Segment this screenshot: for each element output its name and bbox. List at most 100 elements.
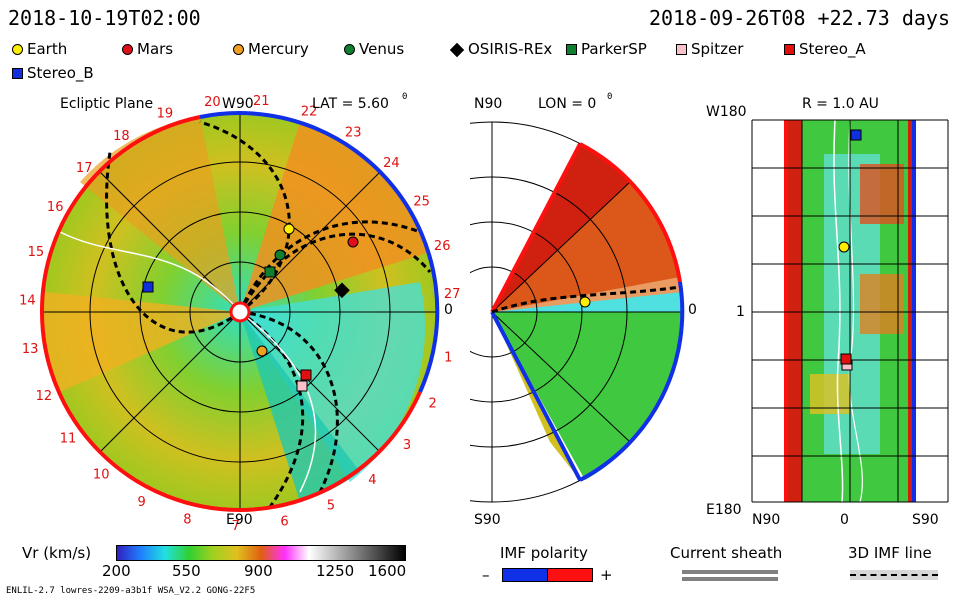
map-x-mid: 0 [840,512,849,528]
circle-icon [12,44,23,55]
colorbar-tick-0: 200 [102,562,131,580]
circle-icon [233,44,244,55]
imf-minus: – [482,566,490,584]
colorbar-tick-3: 1250 [316,562,355,580]
carrington-label: 11 [60,432,77,447]
map-earth-marker [838,241,850,253]
carrington-label: 5 [327,499,335,514]
colorbar-tick-2: 900 [244,562,273,580]
carrington-label: 9 [138,495,146,510]
ecliptic-lat-deg: 0 [402,92,408,102]
carrington-label: 25 [413,195,430,210]
colorbar-label: Vr (km/s) [22,544,92,562]
legend-label: OSIRIS-REx [468,40,553,58]
carrington-label: 12 [36,389,53,404]
legend-item-mars: Mars [122,40,173,58]
legend-item-spitzer: Spitzer [676,40,743,58]
carrington-label: 23 [345,126,362,141]
imf3d-label: 3D IMF line [848,544,932,562]
imf-plus: + [600,566,613,584]
map-mid-left: 1 [736,304,745,320]
legend-label: Spitzer [691,40,744,58]
parkersp-marker [264,266,276,278]
square-icon [676,44,687,55]
carrington-label: 24 [383,156,400,171]
venus-marker [274,249,286,261]
carrington-label: 3 [403,438,411,453]
imf3d-dash [850,574,938,576]
map-title: R = 1.0 AU [802,96,879,112]
earth-marker [283,223,295,235]
meridional-title: LON = 0 [538,96,597,112]
map-bottom-left: E180 [706,502,742,518]
colorbar-tick-1: 550 [172,562,201,580]
carrington-label: 26 [434,239,451,254]
colorbar-tick-4: 1600 [368,562,407,580]
ecliptic-bottom-label: E90 [226,512,253,528]
legend-item-parkersp: ParkerSP [566,40,647,58]
meridional-panel [470,121,685,503]
ecliptic-title: Ecliptic Plane [60,96,154,112]
legend-label: Earth [27,40,68,58]
carrington-label: 27 [444,287,461,302]
map-panel [751,119,949,503]
ecliptic-lat: LAT = 5.60 [312,96,389,112]
square-icon [566,44,577,55]
osiris-rex-marker [334,282,350,299]
current-sheath-line-2 [682,577,778,581]
carrington-label: 21 [253,94,270,109]
carrington-label: 17 [76,161,93,176]
imf-negative-swatch [502,568,548,582]
square-icon [784,44,795,55]
carrington-label: 20 [204,95,221,110]
legend-label: Mars [137,40,174,58]
legend-item-stereo-a: Stereo_A [784,40,866,58]
carrington-label: 14 [19,293,36,308]
carrington-label: 6 [280,514,288,529]
mars-marker [347,236,359,248]
map-stereo-b-marker [850,129,862,141]
legend-label: ParkerSP [581,40,647,58]
map-top-left: W180 [706,104,747,120]
imf-polarity-label: IMF polarity [500,544,588,562]
circle-icon [344,44,355,55]
legend-item-earth: Earth [12,40,67,58]
carrington-label: 1 [444,350,452,365]
mercury-marker [256,345,268,357]
spitzer-marker [296,380,308,392]
legend-label: Stereo_B [27,64,94,82]
legend-label: Stereo_A [799,40,866,58]
stereo-b-marker [142,281,154,293]
imf-positive-swatch [547,568,593,582]
carrington-label: 15 [28,245,45,260]
ecliptic-right-label: 0 [444,302,453,318]
current-sheath-label: Current sheath [670,544,783,562]
map-stereo-a-marker [840,353,852,365]
stereo-a-marker [300,369,312,381]
legend-item-mercury: Mercury [233,40,309,58]
carrington-label: 16 [47,200,64,215]
velocity-colorbar [116,545,406,561]
legend-item-stereo-b: Stereo_B [12,64,94,82]
current-sheath-line-1 [682,570,778,574]
left-timestamp: 2018-10-19T02:00 [8,6,201,30]
carrington-label: 13 [22,342,39,357]
legend-item-venus: Venus [344,40,404,58]
meridional-deg: 0 [607,92,613,102]
footer-text: ENLIL-2.7 lowres-2209-a3b1f WSA_V2.2 GON… [6,586,256,596]
legend-item-osiris-rex: OSIRIS-REx [449,40,553,58]
meridional-top-label: N90 [474,96,503,112]
sun-icon [229,301,251,323]
carrington-label: 2 [429,397,437,412]
carrington-label: 22 [301,105,318,120]
map-x-left: N90 [752,512,781,528]
meridional-bottom-label: S90 [474,512,501,528]
ecliptic-top-label: W90 [222,96,254,112]
diamond-icon [449,42,465,58]
map-x-right: S90 [912,512,939,528]
meridional-earth-marker [579,296,591,308]
circle-icon [122,44,133,55]
carrington-label: 10 [93,468,110,483]
